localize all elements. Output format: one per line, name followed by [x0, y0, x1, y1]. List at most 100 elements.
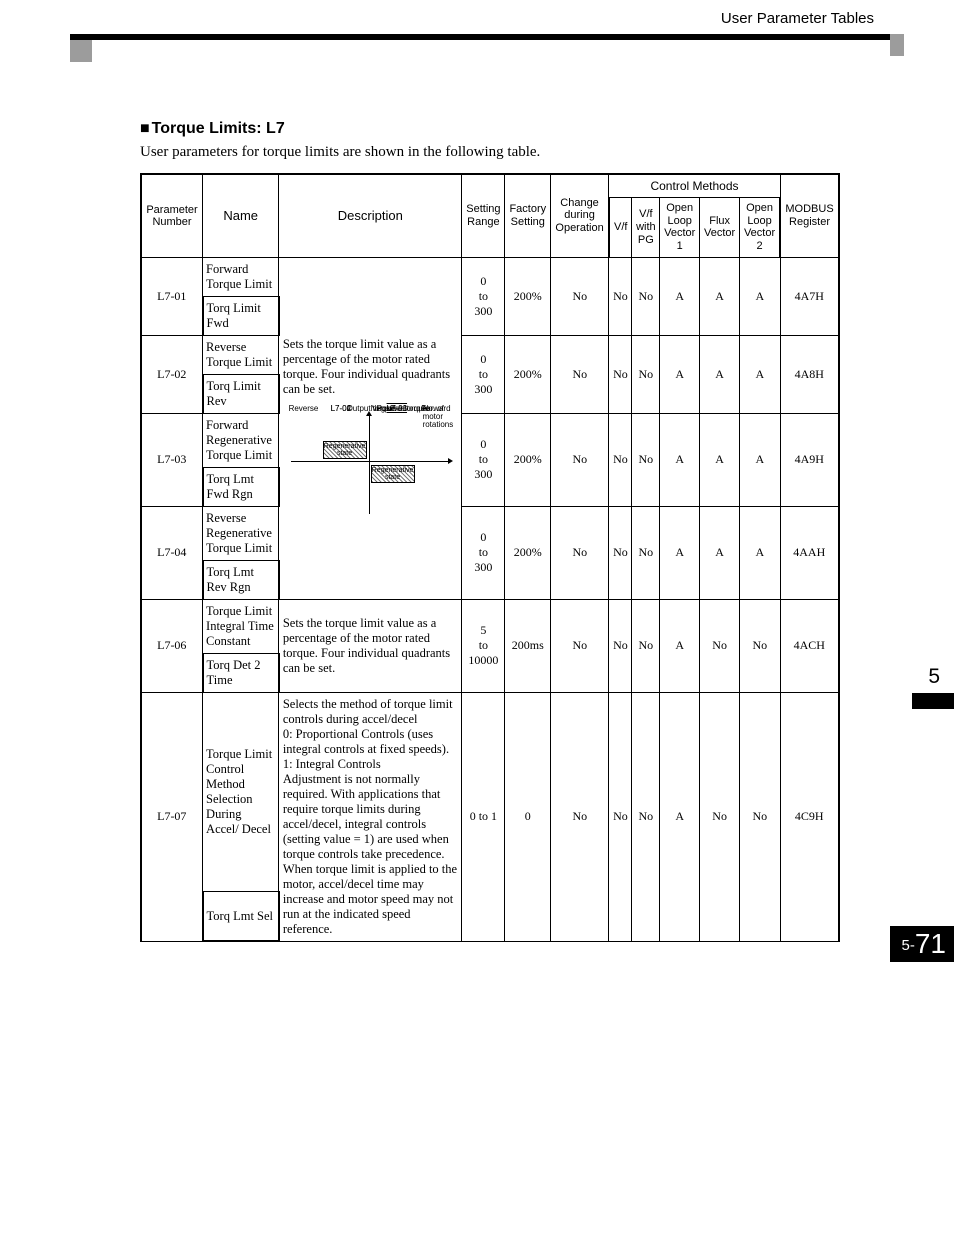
table-row: L7-01Forward Torque LimitSets the torque…: [141, 257, 839, 296]
param-name-full: Reverse Torque Limit: [203, 335, 279, 374]
ctrl-olv2: No: [740, 599, 780, 692]
col-factory: Factory Setting: [505, 174, 551, 257]
ctrl-olv1: A: [660, 335, 700, 413]
ctrl-vfpg: No: [632, 413, 660, 506]
param-name-short: Torq Limit Fwd: [203, 296, 279, 335]
ctrl-olv1: A: [660, 599, 700, 692]
param-name-full: Torque Limit Control Method Selection Du…: [203, 692, 279, 892]
param-number: L7-02: [141, 335, 203, 413]
table-row: L7-03Forward Regenerative Torque Limit0 …: [141, 413, 839, 467]
col-flux: Flux Vector: [700, 198, 740, 258]
col-change: Change during Operation: [551, 174, 609, 257]
param-number: L7-03: [141, 413, 203, 506]
param-description: Selects the method of torque limit contr…: [279, 692, 462, 941]
table-row: L7-02Reverse Torque Limit0 to 300200%NoN…: [141, 335, 839, 374]
ctrl-vf: No: [609, 413, 632, 506]
modbus-register: 4ACH: [780, 599, 839, 692]
ctrl-vf: No: [609, 599, 632, 692]
param-description: Sets the torque limit value as a percent…: [279, 257, 462, 599]
factory-setting: 200%: [505, 335, 551, 413]
modbus-register: 4A9H: [780, 413, 839, 506]
ctrl-vf: No: [609, 692, 632, 941]
col-vfpg: V/f with PG: [632, 198, 660, 258]
ctrl-olv1: A: [660, 413, 700, 506]
ctrl-vf: No: [609, 506, 632, 599]
parameter-table: Parameter Number Name Description Settin…: [140, 173, 840, 942]
ctrl-olv2: No: [740, 692, 780, 941]
col-description: Description: [279, 174, 462, 257]
ctrl-vfpg: No: [632, 506, 660, 599]
ctrl-flux: A: [700, 413, 740, 506]
param-name-full: Forward Regenerative Torque Limit: [203, 413, 279, 467]
table-row: L7-07Torque Limit Control Method Selecti…: [141, 692, 839, 892]
table-row: L7-06Torque Limit Integral Time Constant…: [141, 599, 839, 653]
page-footer: 5-71: [890, 926, 954, 962]
ctrl-olv1: A: [660, 506, 700, 599]
ctrl-flux: A: [700, 257, 740, 335]
param-number: L7-07: [141, 692, 203, 941]
ctrl-olv2: A: [740, 506, 780, 599]
desc-group1-text: Sets the torque limit value as a percent…: [283, 337, 459, 397]
param-description: Sets the torque limit value as a percent…: [279, 599, 462, 692]
param-name-short: Torq Det 2 Time: [203, 653, 279, 692]
modbus-register: 4A7H: [780, 257, 839, 335]
chapter-thumb-tab: 5: [912, 665, 954, 709]
ctrl-flux: A: [700, 335, 740, 413]
param-number: L7-01: [141, 257, 203, 335]
section-title: Torque Limits: L7: [140, 120, 874, 138]
change-during-op: No: [551, 257, 609, 335]
ctrl-vfpg: No: [632, 692, 660, 941]
setting-range: 0 to 300: [462, 335, 505, 413]
ctrl-olv2: A: [740, 335, 780, 413]
param-name-full: Forward Torque Limit: [203, 257, 279, 296]
param-name-full: Reverse Regenerative Torque Limit: [203, 506, 279, 560]
ctrl-flux: A: [700, 506, 740, 599]
setting-range: 0 to 1: [462, 692, 505, 941]
param-name-short: Torq Lmt Rev Rgn: [203, 560, 279, 599]
header-rule: [70, 34, 890, 40]
ctrl-flux: No: [700, 692, 740, 941]
col-modbus: MODBUS Register: [780, 174, 839, 257]
factory-setting: 200ms: [505, 599, 551, 692]
change-during-op: No: [551, 335, 609, 413]
ctrl-vfpg: No: [632, 257, 660, 335]
param-name-full: Torque Limit Integral Time Constant: [203, 599, 279, 653]
param-number: L7-06: [141, 599, 203, 692]
param-name-short: Torq Lmt Sel: [203, 892, 279, 941]
param-name-short: Torq Lmt Fwd Rgn: [203, 467, 279, 506]
header-section-label: User Parameter Tables: [721, 10, 874, 27]
ctrl-vfpg: No: [632, 335, 660, 413]
param-number: L7-04: [141, 506, 203, 599]
chapter-thumb-bar: [912, 693, 954, 709]
col-setting-range: Setting Range: [462, 174, 505, 257]
col-param-no: Parameter Number: [141, 174, 203, 257]
ctrl-vfpg: No: [632, 599, 660, 692]
col-vf: V/f: [609, 198, 632, 258]
ctrl-olv1: A: [660, 257, 700, 335]
factory-setting: 200%: [505, 257, 551, 335]
factory-setting: 200%: [505, 506, 551, 599]
ctrl-olv1: A: [660, 692, 700, 941]
factory-setting: 200%: [505, 413, 551, 506]
section-intro: User parameters for torque limits are sh…: [140, 144, 874, 161]
setting-range: 5 to 10000: [462, 599, 505, 692]
ctrl-olv2: A: [740, 413, 780, 506]
ctrl-olv2: A: [740, 257, 780, 335]
factory-setting: 0: [505, 692, 551, 941]
change-during-op: No: [551, 413, 609, 506]
change-during-op: No: [551, 692, 609, 941]
chapter-number: 5: [912, 665, 954, 689]
quadrant-diagram: Output torquePositive torqueL7-01L7-04Re…: [291, 405, 451, 520]
modbus-register: 4C9H: [780, 692, 839, 941]
table-row: L7-04Reverse Regenerative Torque Limit0 …: [141, 506, 839, 560]
ctrl-flux: No: [700, 599, 740, 692]
setting-range: 0 to 300: [462, 506, 505, 599]
col-olv2: Open Loop Vector 2: [740, 198, 780, 258]
ctrl-vf: No: [609, 257, 632, 335]
footer-chapter-prefix: 5-: [902, 937, 915, 954]
param-name-short: Torq Limit Rev: [203, 374, 279, 413]
modbus-register: 4A8H: [780, 335, 839, 413]
footer-page-number: 71: [915, 928, 946, 959]
modbus-register: 4AAH: [780, 506, 839, 599]
col-control-methods: Control Methods: [609, 174, 780, 198]
